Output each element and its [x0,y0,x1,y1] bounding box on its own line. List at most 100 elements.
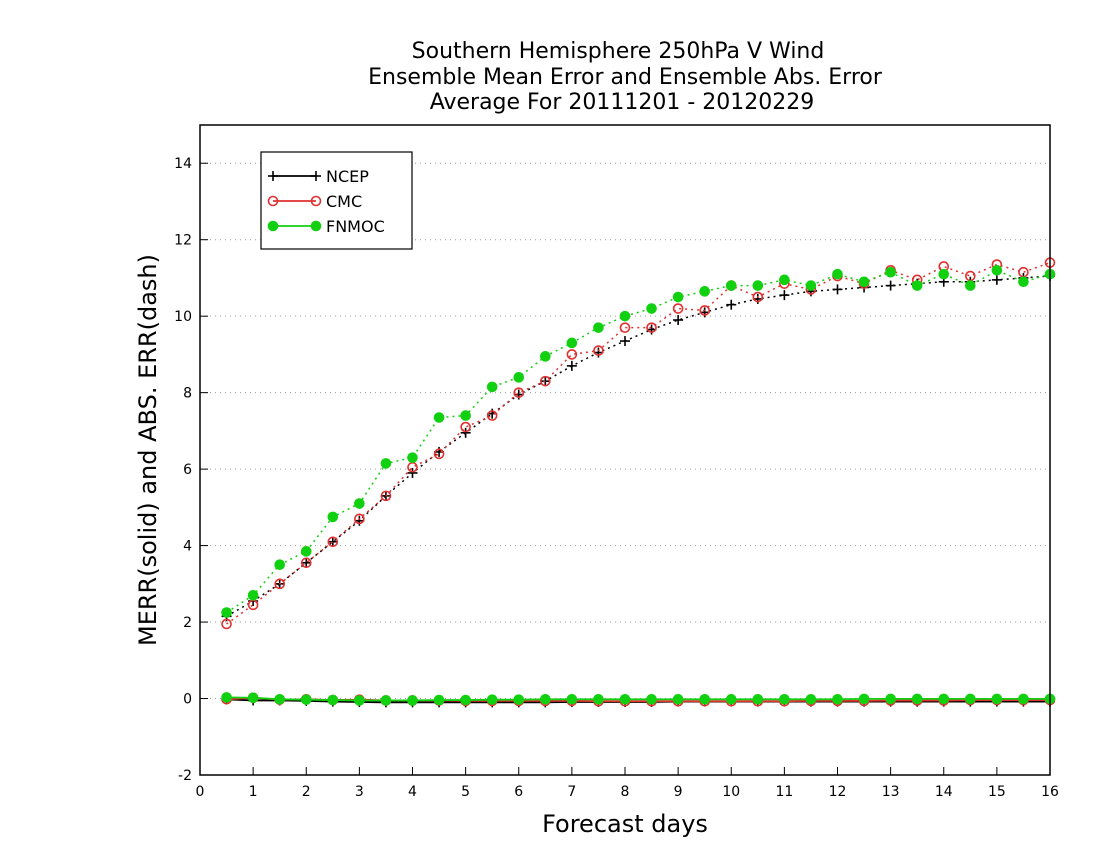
series-fnmoc-merr-point [274,693,285,705]
legend-marker-right-cmc [310,195,322,207]
series-ncep-abs-err-point [460,427,471,438]
legend-marker-right-fnmoc [310,220,322,232]
series-fnmoc-abs-err-point [699,286,710,297]
x-tick-label: 15 [988,784,1006,800]
series-cmc-abs-err-line [226,261,1051,625]
series-cmc-abs-err-point [619,322,631,333]
series-fnmoc-merr-point [965,693,976,705]
series-cmc-abs-err-point [699,305,710,316]
legend-label-cmc: CMC [326,192,362,211]
y-tick-label: -2 [178,768,192,784]
x-axis-label: Forecast days [542,810,708,838]
x-tick-label: 7 [567,784,576,800]
legend: NCEP CMC FNMOC [260,151,413,250]
legend-marker-left-fnmoc [267,220,279,232]
x-tick-label: 11 [775,784,793,800]
series-fnmoc-abs-err-point [407,452,418,463]
x-tick-label: 13 [882,784,900,800]
legend-label-ncep: NCEP [326,167,369,186]
series-fnmoc-abs-err-point [646,303,657,314]
series-cmc-abs-err-point [566,349,578,360]
series-fnmoc-abs-err-point [832,268,843,280]
y-tick-label: 2 [183,615,192,631]
series-fnmoc-abs-err-point [354,498,365,509]
series-fnmoc-merr-point [433,694,445,706]
x-tick-label: 16 [1041,784,1059,800]
legend-entry-cmc: CMC [267,192,362,211]
y-tick-label: 0 [183,692,192,708]
series-fnmoc-merr-point [779,693,790,705]
series-fnmoc-abs-err-point [380,458,392,469]
series-fnmoc-abs-err-point [460,410,471,421]
series-fnmoc-abs-err-point [725,280,737,291]
series [221,257,1056,708]
series-fnmoc-abs-err-point [885,266,896,278]
x-tick-label: 10 [722,784,740,800]
series-ncep-abs-err-point [301,557,312,568]
series-fnmoc-abs-err-point [991,264,1003,276]
legend-label-fnmoc: FNMOC [326,217,385,236]
series-ncep [221,271,1055,708]
series-ncep-abs-err-point [407,467,418,478]
series-cmc-abs-err-point [486,410,498,421]
series-fnmoc-merr-point [885,693,896,705]
series-ncep-abs-err-point [779,290,790,301]
series-fnmoc-abs-err-point [858,276,870,288]
y-tick-label: 12 [174,233,192,249]
series-fnmoc-merr-point [460,694,471,706]
x-tick-label: 2 [302,784,311,800]
legend-entry-ncep: NCEP [268,167,369,186]
series-fnmoc-abs-err-point [513,372,525,383]
series-fnmoc-merr-point [911,693,923,705]
series-cmc [221,257,1056,707]
y-tick-label: 8 [183,386,192,402]
series-fnmoc-abs-err-point [911,280,923,291]
series-cmc-abs-err-point [460,421,471,433]
chart-title-line-3: Average For 20111201 - 20120229 [430,90,815,115]
series-fnmoc-abs-err-point [566,337,578,349]
series-fnmoc-abs-err-point [938,268,950,280]
series-cmc-abs-err-point [646,322,657,333]
series-fnmoc-merr-point [646,693,657,705]
series-ncep-abs-err-point [673,315,684,325]
series-fnmoc-merr-point [858,693,870,705]
series-fnmoc-merr-point [752,693,764,705]
series-fnmoc-abs-err-point [433,412,445,423]
series-fnmoc-merr-point [566,693,578,705]
x-tick-label: 9 [674,784,683,800]
chart-title: Southern Hemisphere 250hPa V Wind Ensemb… [368,39,883,115]
x-tick-label: 6 [514,784,523,800]
series-ncep-abs-err-point [620,336,630,347]
series-fnmoc-abs-err-point [327,511,339,523]
series-fnmoc-merr-point [593,693,604,705]
y-axis-label: MERR(solid) and ABS. ERR(dash) [134,254,162,646]
legend-entry-fnmoc: FNMOC [267,217,385,236]
series-fnmoc-abs-err-point [965,280,976,291]
series-fnmoc-merr-point [354,695,365,706]
series-fnmoc-merr-point [540,693,551,705]
x-tick-label: 3 [355,784,364,800]
legend-marker-left-ncep [268,171,278,181]
series-ncep-abs-err-point [832,284,843,295]
series-ncep-abs-err-point [327,536,338,547]
x-tick-label: 1 [249,784,258,800]
series-fnmoc-abs-err-point [221,607,232,618]
series-fnmoc [221,264,1056,706]
x-tick-label: 5 [461,784,470,800]
series-cmc-abs-err-point [354,513,365,525]
series-cmc-abs-err-point [327,536,339,548]
series-fnmoc-merr-point [832,693,843,705]
series-fnmoc-abs-err-point [274,559,285,571]
series-fnmoc-abs-err-point [540,351,551,362]
series-fnmoc-merr-point [300,694,312,705]
series-ncep-abs-err-point [540,376,551,387]
series-fnmoc-merr-point [327,694,339,706]
series-cmc-abs-err-point [380,490,392,502]
plot-frame [199,124,1051,776]
series-fnmoc-merr-point [991,693,1003,705]
series-ncep-abs-err-point [885,280,896,291]
series-cmc-abs-err-point [593,345,604,356]
